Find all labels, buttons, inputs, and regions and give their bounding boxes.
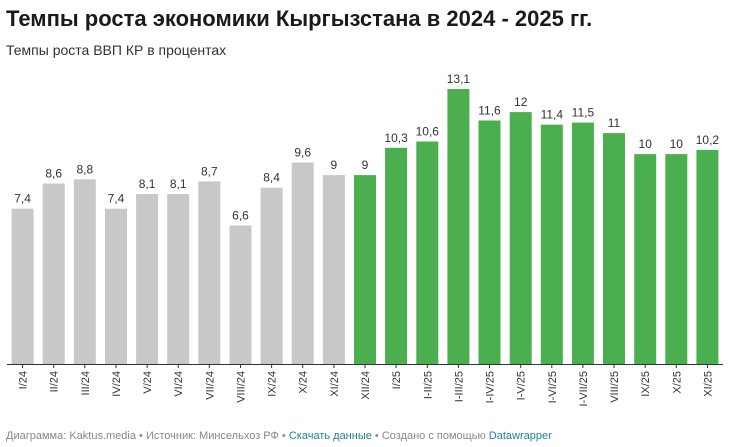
x-tick-label: I/24 (18, 371, 30, 389)
bar-VIII/25[interactable] (603, 133, 625, 364)
x-tick-label: III/24 (80, 371, 92, 395)
bar-I/24[interactable] (11, 208, 34, 364)
footer-separator: • (135, 430, 146, 442)
bar-I-V/25[interactable] (509, 112, 532, 364)
bar-V/24[interactable] (136, 194, 159, 364)
bar-I-VII/25[interactable] (571, 122, 594, 364)
bar-IX/25[interactable] (634, 154, 657, 364)
x-tick-label: IX/25 (640, 371, 652, 397)
x-tick-label: IV/24 (111, 371, 123, 397)
bar-XII/24[interactable] (354, 175, 376, 364)
footer-prefix: Диаграмма: (6, 430, 70, 442)
datawrapper-link[interactable]: Datawrapper (488, 430, 552, 442)
bar-value-label: 13,1 (447, 72, 471, 86)
footer: Диаграмма: Kaktus.media • Источник: Минс… (6, 430, 552, 442)
x-tick-label: I/25 (391, 371, 403, 389)
bar-value-label: 9 (331, 158, 338, 172)
bar-X/25[interactable] (665, 154, 688, 364)
bar-I/25[interactable] (385, 147, 408, 364)
bar-value-label: 8,1 (170, 177, 187, 191)
bar-X/24[interactable] (291, 162, 314, 365)
bar-value-label: 9,6 (294, 146, 311, 160)
bar-I-III/25[interactable] (447, 89, 470, 364)
footer-separator: • (278, 430, 289, 442)
bar-value-label: 8,8 (76, 162, 93, 176)
bar-value-label: 10,6 (416, 125, 440, 139)
x-tick-label: V/24 (142, 371, 154, 394)
footer-source-label: Источник: (145, 430, 200, 442)
bar-VI/24[interactable] (167, 194, 190, 364)
chart-subtitle: Темпы роста ВВП КР в процентах (6, 42, 227, 58)
x-tick-label: VI/24 (173, 371, 185, 397)
bar-chart: 7,4 I/24 8,6 II/24 8,8 III/24 7,4 IV/24 8,1 V/24 8… (7, 72, 723, 406)
x-tick-label: IX/24 (267, 371, 279, 397)
chart-title: Темпы роста экономики Кыргызстана в 2024… (6, 6, 593, 31)
bar-VIII/24[interactable] (229, 225, 252, 365)
bar-value-label: 10,3 (384, 131, 408, 145)
x-tick-label: X/24 (298, 371, 310, 394)
x-tick-label: I-IV/25 (485, 371, 497, 403)
x-tick-label: VIII/24 (236, 371, 248, 403)
bar-XI/25[interactable] (696, 149, 719, 364)
x-tick-label: VII/24 (204, 371, 216, 400)
x-tick-label: II/24 (49, 371, 61, 392)
bar-value-label: 8,4 (263, 171, 280, 185)
bar-value-label: 11 (608, 116, 621, 130)
bar-VII/24[interactable] (198, 181, 221, 364)
x-tick-label: I-II/25 (422, 371, 434, 399)
bar-XI/24[interactable] (322, 175, 345, 364)
bar-II/24[interactable] (42, 183, 65, 365)
bar-value-label: 9 (362, 158, 369, 172)
footer-source: Минсельхоз РФ (199, 430, 279, 442)
x-tick-label: I-V/25 (516, 371, 528, 400)
bar-I-II/25[interactable] (416, 141, 439, 365)
x-tick-label: VIII/25 (609, 371, 621, 403)
x-tick-label: XII/24 (360, 371, 372, 400)
x-tick-label: I-VI/25 (547, 371, 559, 403)
bar-IV/24[interactable] (105, 208, 127, 364)
bar-value-label: 11,6 (478, 104, 501, 118)
bar-I-VI/25[interactable] (540, 124, 563, 364)
bar-III/24[interactable] (73, 179, 96, 364)
download-data-link[interactable]: Скачать данные (288, 430, 372, 442)
x-tick-label: XI/25 (702, 371, 714, 397)
footer-created-label: Создано с помощью (381, 430, 489, 442)
bar-value-label: 7,4 (14, 192, 31, 206)
bar-value-label: 6,6 (232, 209, 249, 223)
x-tick-label: I-III/25 (453, 371, 465, 402)
x-tick-label: X/25 (671, 371, 683, 394)
bar-value-label: 10 (639, 137, 653, 151)
bar-value-label: 11,5 (572, 106, 595, 120)
bar-value-label: 12 (514, 95, 528, 109)
x-tick-label: XI/24 (329, 371, 341, 397)
x-tick-label: I-VII/25 (578, 371, 590, 406)
bar-value-label: 7,4 (108, 192, 125, 206)
footer-separator: • (371, 430, 382, 442)
bar-value-label: 8,6 (45, 167, 62, 181)
bar-value-label: 8,7 (201, 164, 218, 178)
bar-value-label: 10,2 (696, 133, 720, 147)
bar-value-label: 11,4 (541, 108, 564, 122)
bar-I-IV/25[interactable] (478, 120, 501, 365)
bar-IX/24[interactable] (260, 187, 283, 364)
bar-value-label: 10 (670, 137, 684, 151)
bar-value-label: 8,1 (139, 177, 156, 191)
footer-author[interactable]: Kaktus.media (69, 430, 136, 442)
